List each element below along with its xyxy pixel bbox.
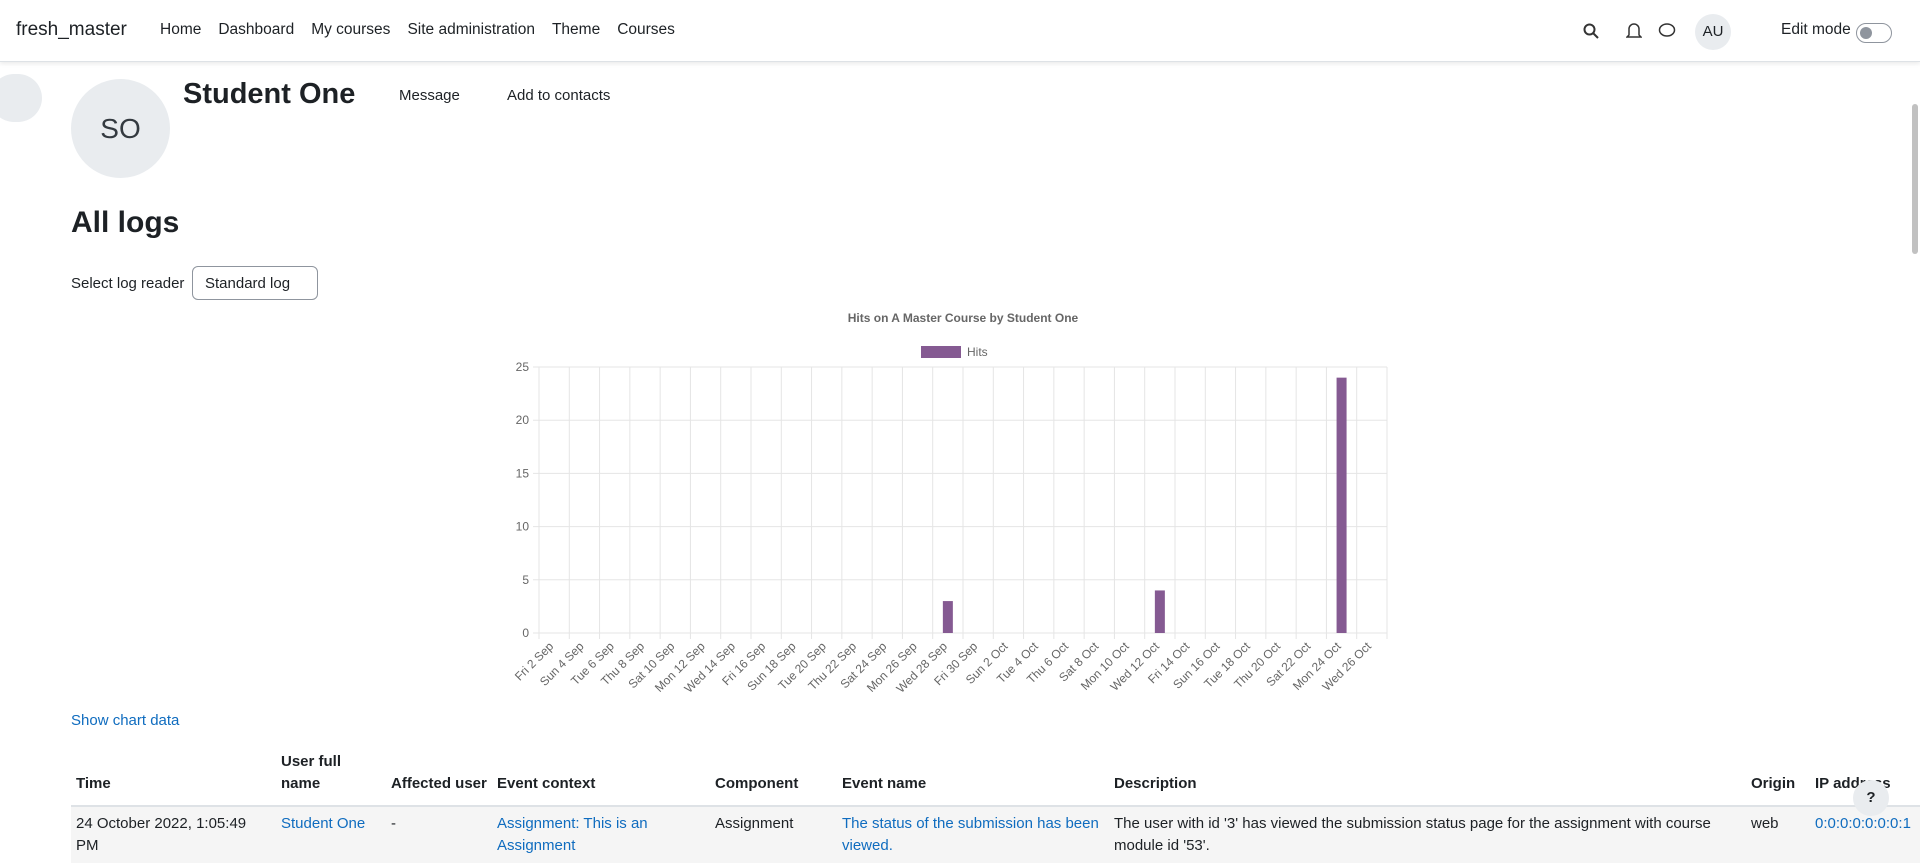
add-contact-button[interactable]: Add to contacts	[507, 87, 611, 104]
y-tick-label: 10	[516, 520, 530, 534]
column-header: Affected user	[386, 747, 492, 807]
bar	[1336, 377, 1347, 633]
show-chart-data[interactable]: Show chart data	[71, 712, 180, 729]
y-tick-label: 25	[516, 360, 530, 374]
y-tick-label: 20	[516, 413, 530, 427]
y-tick-label: 0	[522, 626, 529, 640]
table-cell: -	[386, 806, 492, 863]
nav-link[interactable]: Home	[160, 21, 202, 38]
chart: Hits on A Master Course by Student One Hi…	[512, 311, 1388, 696]
table-cell: The user with id '3' has viewed the subm…	[1109, 806, 1746, 863]
search-icon[interactable]	[1583, 23, 1599, 39]
column-header: Component	[710, 747, 837, 807]
legend-swatch	[921, 346, 961, 358]
table-cell[interactable]: Assignment: This is an Assignment	[492, 806, 710, 863]
column-header: Event name	[837, 747, 1109, 807]
y-tick-label: 5	[522, 573, 529, 587]
bar	[942, 601, 953, 633]
column-header: Time	[71, 747, 276, 807]
reader-label: Select log reader	[71, 275, 185, 292]
site-name[interactable]: fresh_master	[16, 19, 127, 40]
nav-link[interactable]: Dashboard	[218, 21, 295, 38]
profile-name: Student One	[183, 78, 356, 110]
navbar: fresh_master Home Dashboard My courses Site…	[0, 0, 1920, 62]
message-icon[interactable]	[1658, 23, 1676, 39]
help-button[interactable]: ?	[1853, 780, 1889, 816]
message-button[interactable]: Message	[399, 87, 460, 104]
log-table: Time User full name Affected user Event con…	[71, 747, 1920, 863]
reader-select[interactable]: Standard log	[192, 266, 318, 300]
column-header: Origin	[1746, 747, 1810, 807]
nav-link[interactable]: My courses	[311, 21, 391, 38]
nav-links: Home Dashboard My courses Site administrati…	[160, 21, 675, 39]
header-row: Time User full name Affected user Event con…	[71, 747, 1920, 807]
nav-link[interactable]: Site administration	[407, 21, 535, 38]
profile-avatar: SO	[71, 79, 170, 178]
chart-title: Hits on A Master Course by Student One	[848, 311, 1079, 325]
table-cell: Assignment	[710, 806, 837, 863]
bell-icon[interactable]	[1626, 22, 1642, 40]
scrollbar	[1912, 104, 1918, 254]
nav-link[interactable]: Theme	[551, 21, 601, 38]
column-header: Description	[1109, 747, 1746, 807]
table-row: 24 October 2022, 1:05:49 PM Student One - A…	[71, 806, 1920, 863]
table-cell[interactable]: The status of the submission has been vi…	[837, 806, 1109, 863]
column-header: Event context	[492, 747, 710, 807]
nav-link[interactable]: Courses	[617, 21, 675, 38]
column-header: User full name	[276, 747, 386, 807]
table-cell: 24 October 2022, 1:05:49 PM	[71, 806, 276, 863]
edit-mode-label: Edit mode	[1781, 21, 1851, 38]
table-cell: web	[1746, 806, 1810, 863]
drawer-toggle[interactable]	[0, 74, 42, 122]
user-avatar[interactable]: AU	[1695, 14, 1731, 50]
edit-mode-toggle[interactable]	[1856, 23, 1892, 43]
y-tick-label: 15	[516, 466, 530, 480]
page-heading: All logs	[71, 206, 180, 239]
legend-label: Hits	[967, 345, 988, 359]
bar	[1154, 590, 1165, 633]
table-cell[interactable]: Student One	[276, 806, 386, 863]
